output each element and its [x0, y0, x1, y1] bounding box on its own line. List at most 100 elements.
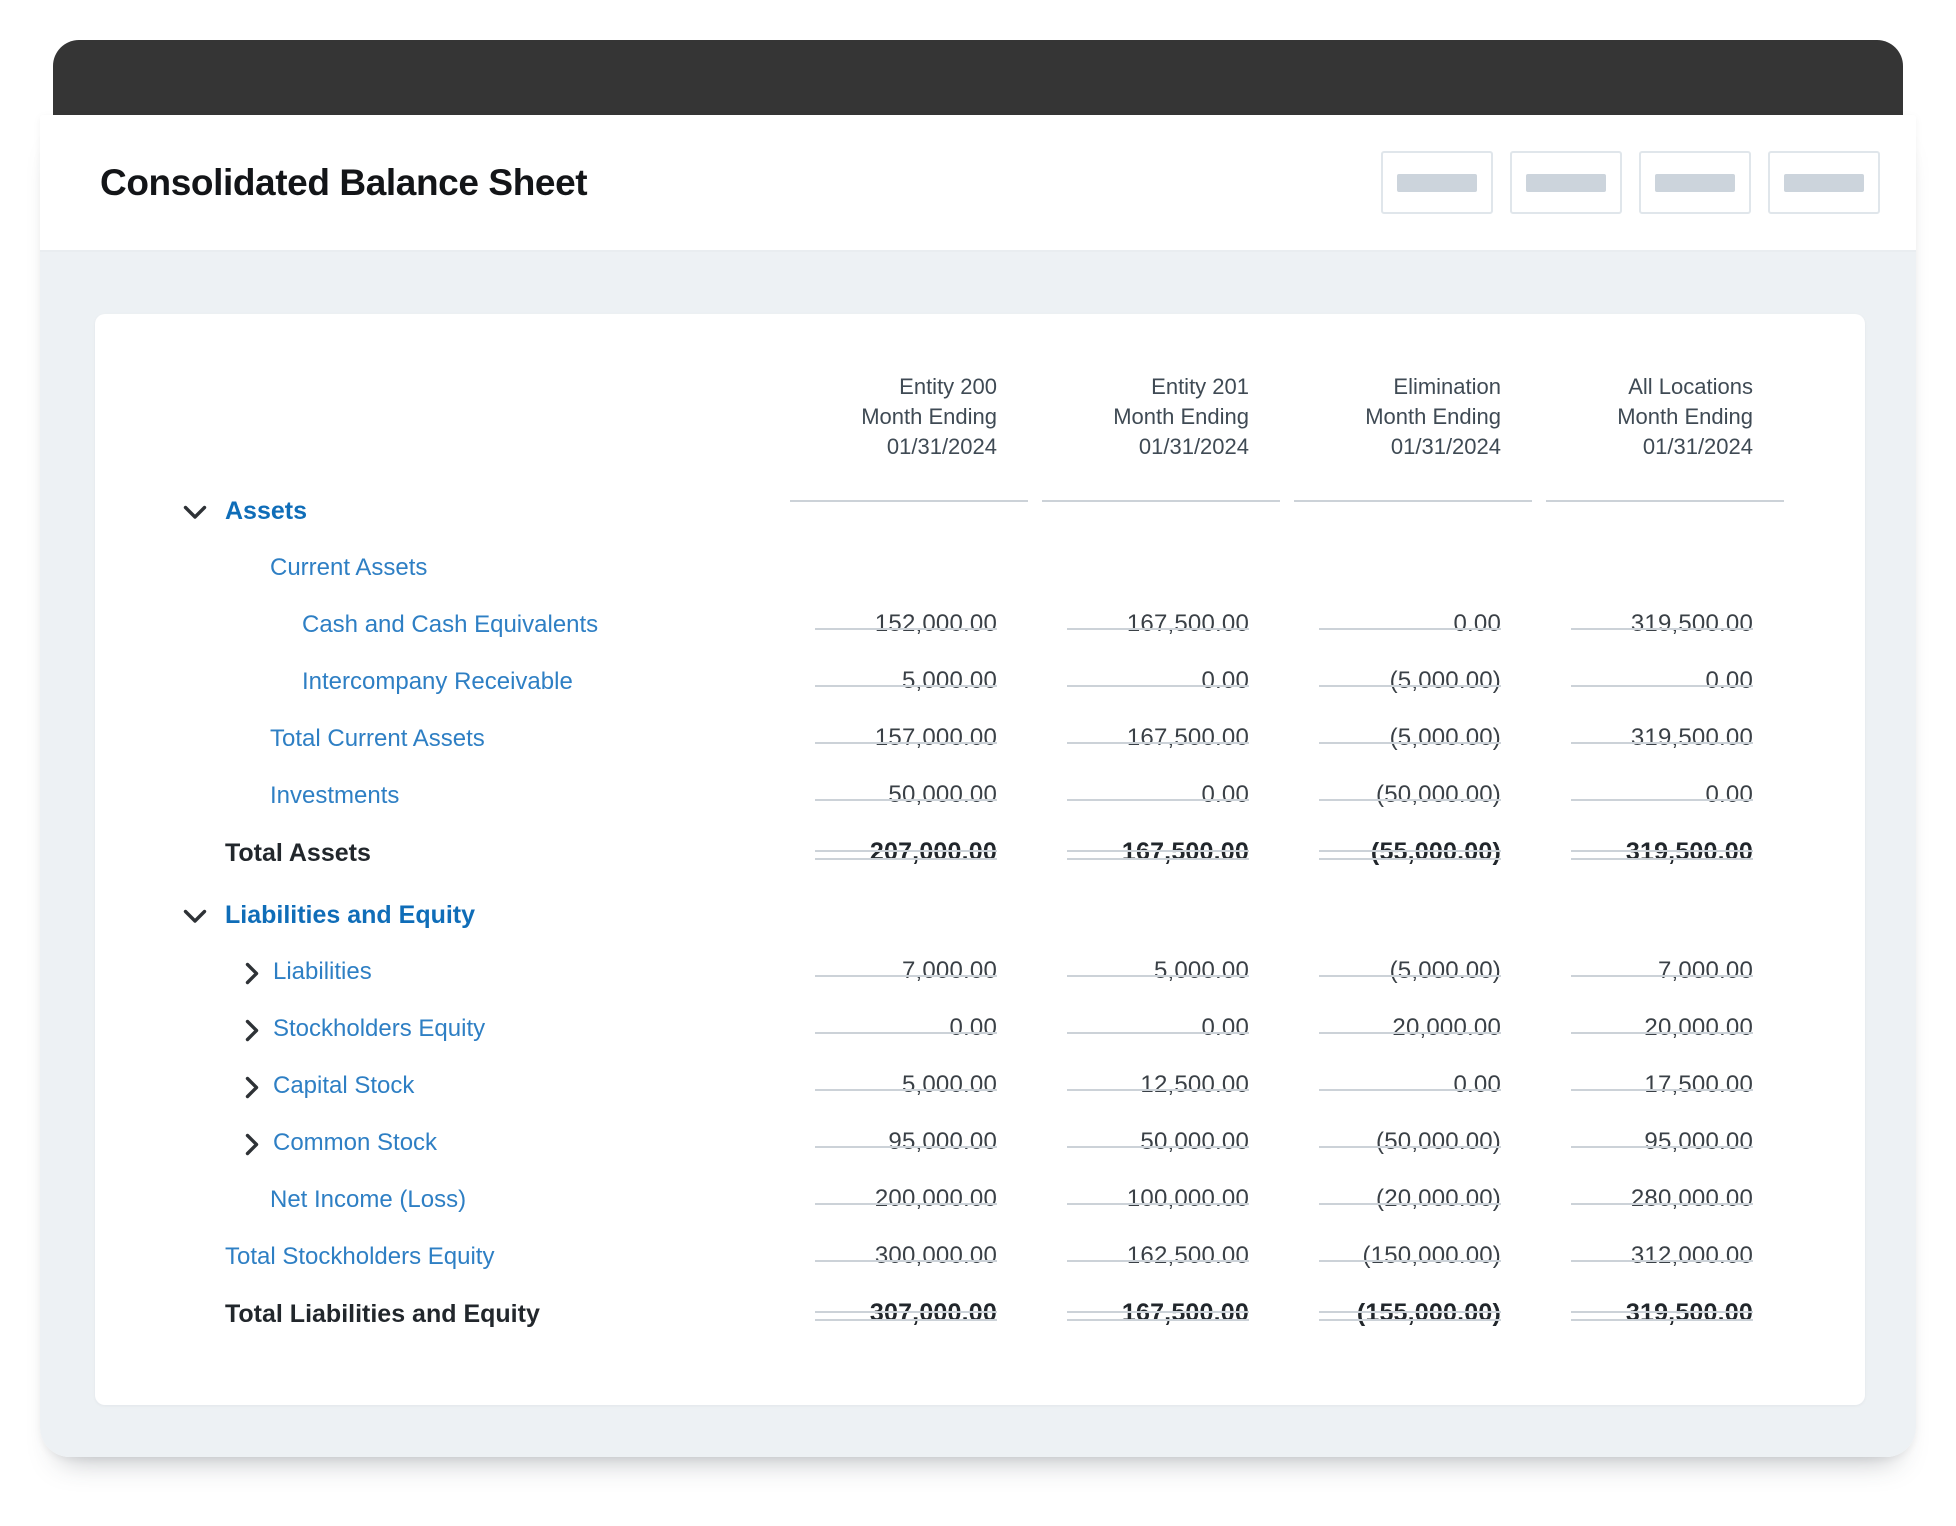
cell-value: 0.00 [949, 1014, 997, 1041]
table-row: Common Stock 95,000.00 50,000.00 (50,000.00… [183, 1124, 1791, 1181]
cell-value: 0.00 [1453, 610, 1501, 637]
cell-value: 5,000.00 [901, 667, 997, 694]
cell-value: 157,000.00 [874, 724, 997, 751]
row-label[interactable]: Net Income (Loss) [270, 1186, 467, 1213]
row-label[interactable]: Assets [225, 497, 307, 525]
toolbar-button-3[interactable] [1639, 151, 1751, 214]
cell-underline [1571, 1089, 1753, 1091]
cell-underline-double-bottom [1319, 858, 1501, 860]
toolbar-button-2[interactable] [1510, 151, 1622, 214]
row-label[interactable]: Intercompany Receivable [302, 668, 573, 695]
cell-value: 0.00 [1201, 667, 1249, 694]
cell-underline [1319, 1146, 1501, 1148]
row-label[interactable]: Total Current Assets [270, 725, 485, 752]
row-label[interactable]: Investments [270, 782, 400, 809]
cell-value: 162,500.00 [1126, 1242, 1249, 1269]
cell-underline [1067, 1032, 1249, 1034]
value-cell: 100,000.00 [1035, 1181, 1287, 1215]
cell-value: 20,000.00 [1644, 1014, 1753, 1041]
value-cell: 20,000.00 [1287, 1010, 1539, 1044]
cell-underline-double-bottom [1571, 858, 1753, 860]
value-cell: 207,000.00 [783, 834, 1035, 868]
value-cell [1287, 896, 1539, 898]
row-label: Total Assets [225, 839, 371, 867]
cell-value: (5,000.00) [1389, 957, 1501, 984]
chevron-right-icon[interactable] [245, 1127, 259, 1156]
toolbar-button-1[interactable] [1381, 151, 1493, 214]
chevron-down-icon[interactable] [183, 899, 207, 924]
cell-value: 152,000.00 [874, 610, 997, 637]
value-cell: 95,000.00 [1539, 1124, 1791, 1158]
value-cell [1539, 549, 1791, 551]
cell-value: 167,500.00 [1126, 724, 1249, 751]
cell-value: 7,000.00 [901, 957, 997, 984]
cell-underline [1571, 1032, 1753, 1034]
value-cell: 319,500.00 [1539, 720, 1791, 754]
cell-underline [1319, 799, 1501, 801]
cell-underline [1319, 628, 1501, 630]
table-header-row: Entity 200 Month Ending 01/31/2024 Entity 2… [183, 372, 1791, 502]
value-cell: 0.00 [1035, 1010, 1287, 1044]
row-label[interactable]: Current Assets [270, 554, 428, 581]
row-label[interactable]: Liabilities [273, 958, 372, 985]
cell-value: 0.00 [1705, 667, 1753, 694]
value-cell: 17,500.00 [1539, 1067, 1791, 1101]
value-cell [1035, 492, 1287, 494]
row-label[interactable]: Common Stock [273, 1129, 438, 1156]
app-window: Consolidated Balance Sheet Entity 200 Mon… [40, 40, 1916, 1457]
chevron-right-icon[interactable] [245, 956, 259, 985]
value-cell: 0.00 [1035, 777, 1287, 811]
column-header-underline [1294, 500, 1532, 502]
row-label[interactable]: Liabilities and Equity [225, 901, 476, 929]
cell-value: 300,000.00 [874, 1242, 997, 1269]
cell-value: 319,500.00 [1630, 610, 1753, 637]
cell-underline [1571, 799, 1753, 801]
table-row: Assets [183, 492, 1791, 549]
value-cell: (150,000.00) [1287, 1238, 1539, 1272]
cell-value: 200,000.00 [874, 1185, 997, 1212]
cell-underline-double-top [1067, 1311, 1249, 1313]
cell-value: 207,000.00 [869, 838, 997, 866]
placeholder-bar-icon [1655, 173, 1735, 192]
row-label-cell: Liabilities [183, 953, 783, 988]
cell-underline [815, 1089, 997, 1091]
cell-underline [1571, 975, 1753, 977]
row-label[interactable]: Stockholders Equity [273, 1015, 486, 1042]
value-cell: 95,000.00 [783, 1124, 1035, 1158]
value-cell: 162,500.00 [1035, 1238, 1287, 1272]
row-label[interactable]: Capital Stock [273, 1072, 415, 1099]
window-body: Consolidated Balance Sheet Entity 200 Mon… [40, 115, 1916, 1457]
toolbar-button-4[interactable] [1768, 151, 1880, 214]
value-cell: 50,000.00 [783, 777, 1035, 811]
cell-value: 20,000.00 [1392, 1014, 1501, 1041]
table-row: Total Liabilities and Equity 307,000.00 16… [183, 1295, 1791, 1357]
value-cell: 0.00 [1287, 606, 1539, 640]
cell-value: (155,000.00) [1356, 1299, 1501, 1327]
chevron-down-icon[interactable] [183, 495, 207, 520]
chevron-right-icon[interactable] [245, 1013, 259, 1042]
cell-underline [1571, 1146, 1753, 1148]
column-header: Entity 201 Month Ending 01/31/2024 [1035, 372, 1287, 502]
value-cell [783, 896, 1035, 898]
cell-underline-double-bottom [815, 858, 997, 860]
cell-underline [815, 1032, 997, 1034]
value-cell [1035, 549, 1287, 551]
column-header-line: Month Ending [1617, 404, 1753, 429]
cell-underline [1319, 1260, 1501, 1262]
cell-value: 7,000.00 [1657, 957, 1753, 984]
row-label[interactable]: Cash and Cash Equivalents [302, 611, 599, 638]
cell-underline-double-bottom [1067, 1319, 1249, 1321]
column-header-line: Elimination [1393, 374, 1501, 399]
cell-underline-double-top [1067, 850, 1249, 852]
placeholder-bar-icon [1526, 173, 1606, 192]
row-label[interactable]: Total Stockholders Equity [225, 1243, 495, 1270]
cell-underline [1067, 1203, 1249, 1205]
row-label-cell: Total Stockholders Equity [183, 1238, 783, 1273]
cell-value: (50,000.00) [1376, 781, 1501, 808]
chevron-right-icon[interactable] [245, 1070, 259, 1099]
column-header: Entity 200 Month Ending 01/31/2024 [783, 372, 1035, 502]
cell-underline [1571, 628, 1753, 630]
value-cell: 12,500.00 [1035, 1067, 1287, 1101]
cell-underline [1067, 685, 1249, 687]
column-header-line: 01/31/2024 [1138, 434, 1249, 459]
